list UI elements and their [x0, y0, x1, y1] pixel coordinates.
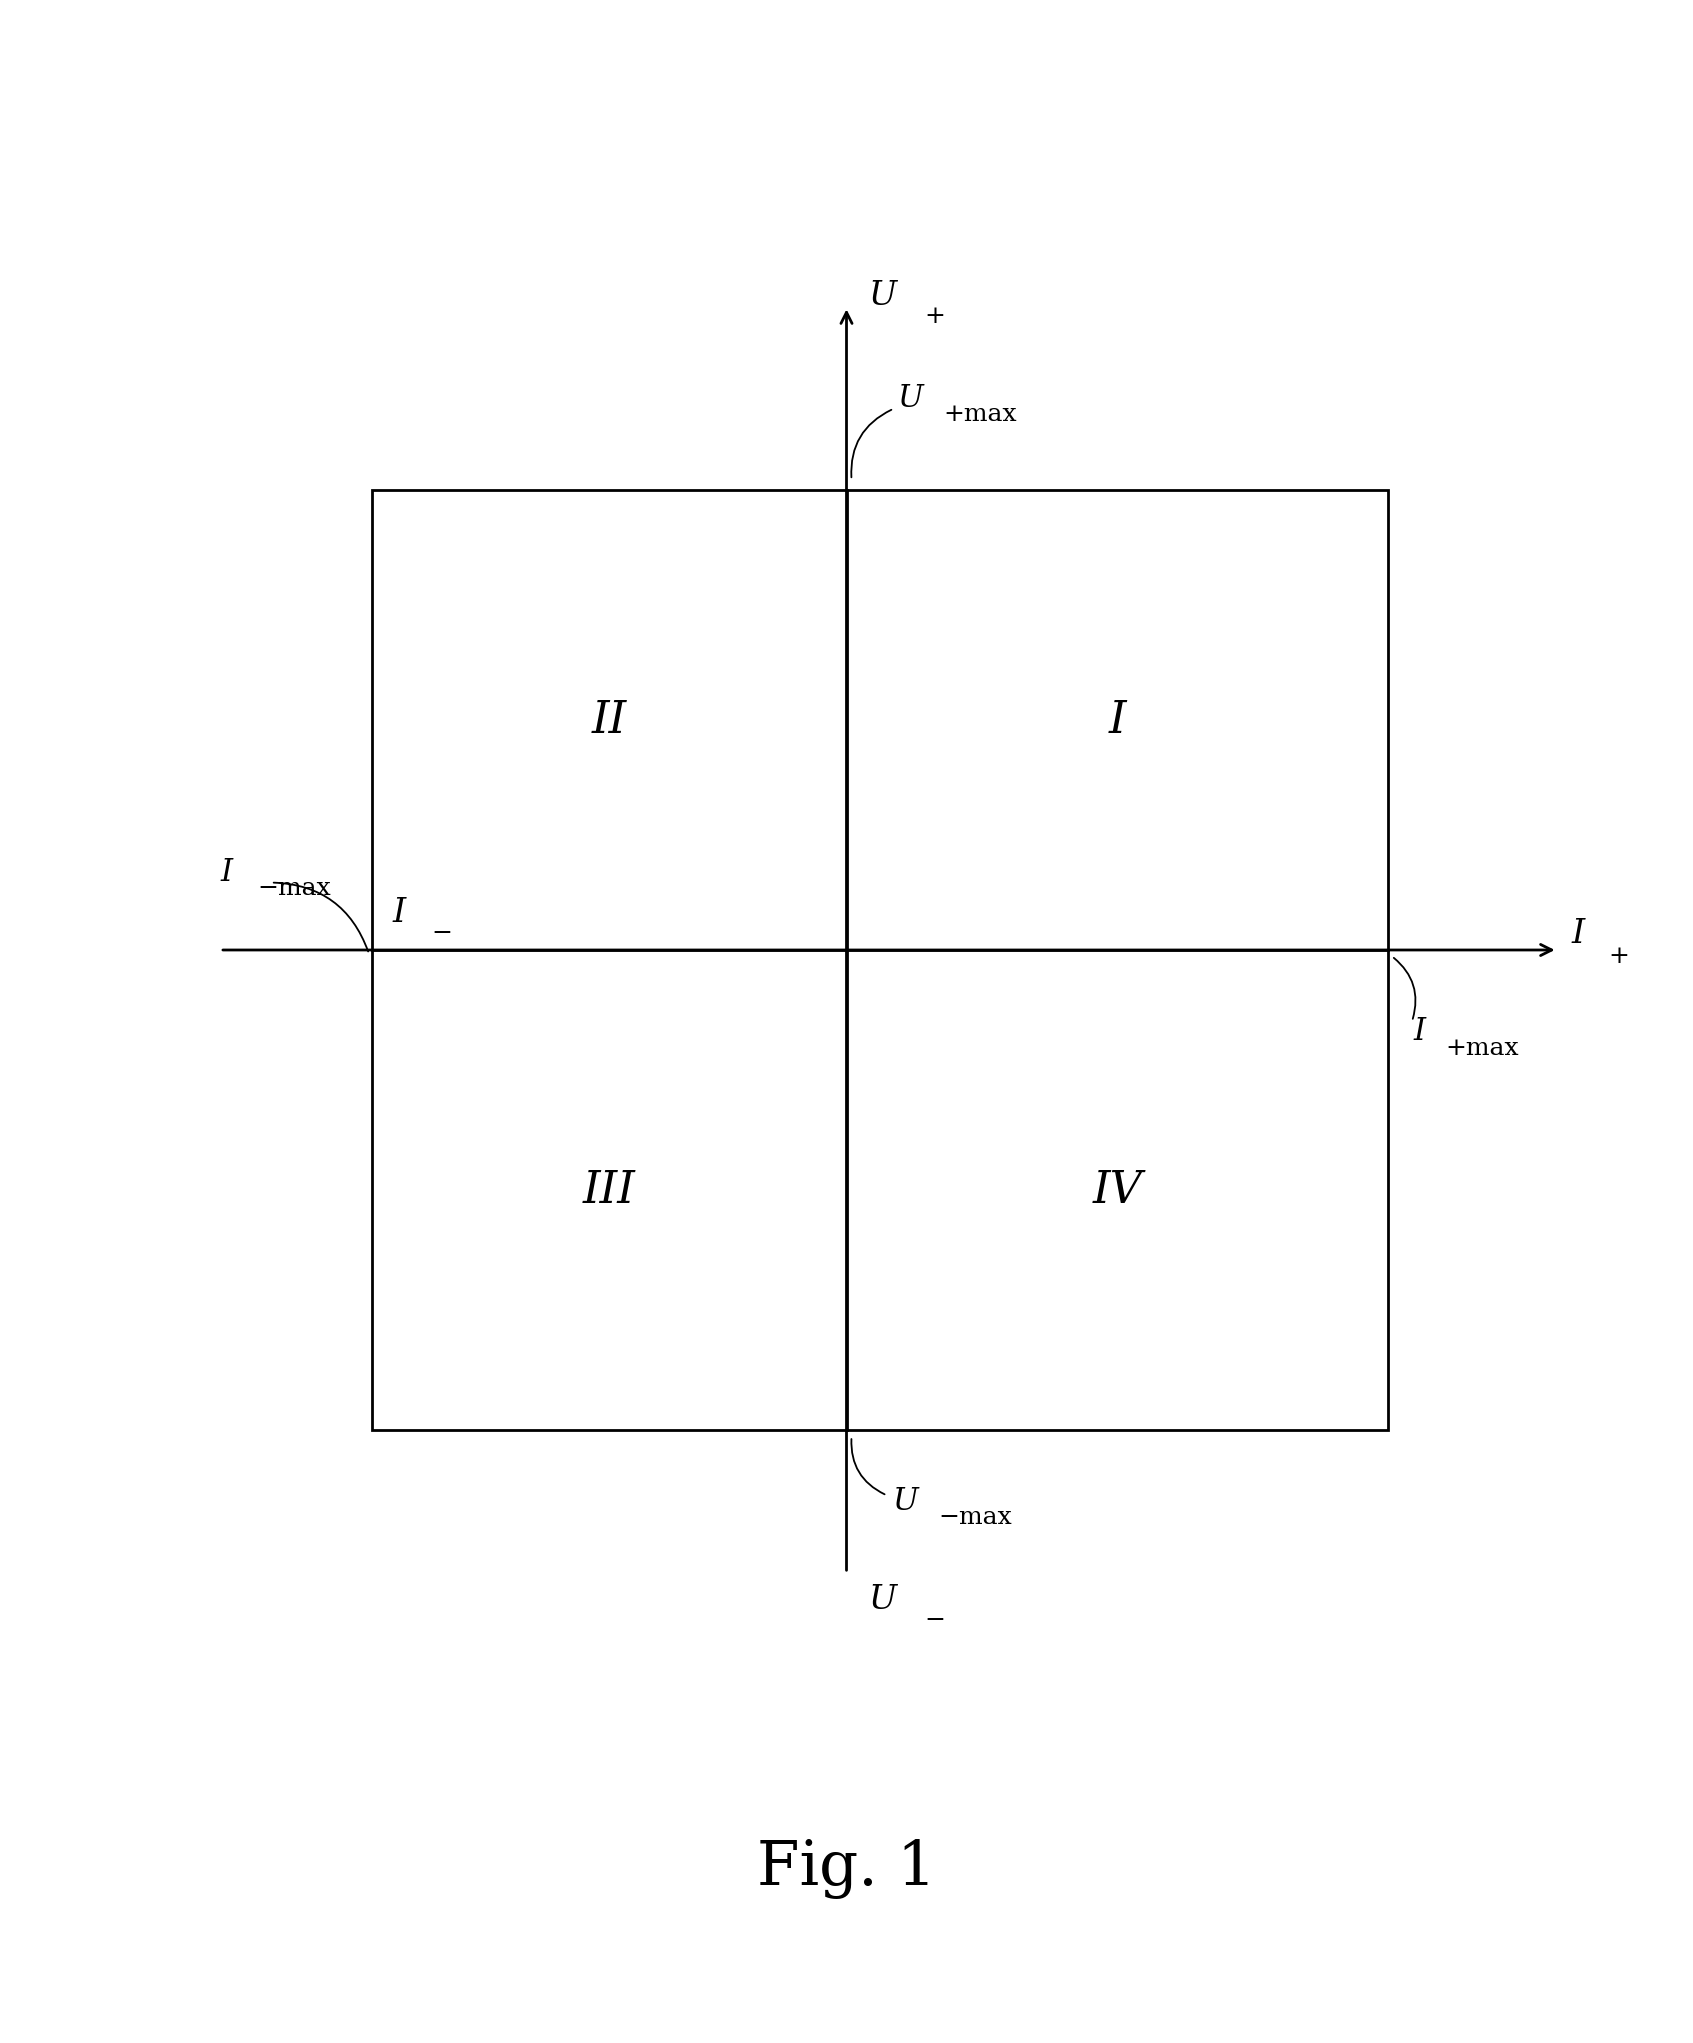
Text: Fig. 1: Fig. 1 — [757, 1839, 936, 1900]
Text: U: U — [869, 280, 897, 313]
Text: U: U — [897, 382, 923, 415]
Text: −: − — [924, 1608, 945, 1632]
Text: I: I — [1571, 917, 1585, 950]
Bar — [372, 490, 1388, 1430]
Text: +max: +max — [943, 402, 1016, 427]
Text: U: U — [892, 1485, 918, 1518]
Text: −max: −max — [257, 876, 330, 901]
Text: +max: +max — [1446, 1036, 1519, 1060]
Text: U: U — [869, 1583, 897, 1616]
Text: I: I — [220, 856, 232, 889]
Text: I: I — [393, 897, 406, 930]
Text: IV: IV — [1092, 1169, 1143, 1211]
Text: I: I — [1109, 699, 1126, 742]
Text: II: II — [593, 699, 626, 742]
Text: III: III — [582, 1169, 637, 1211]
Text: +: + — [924, 304, 945, 329]
Text: I: I — [1414, 1015, 1426, 1048]
Text: −max: −max — [938, 1506, 1011, 1530]
Text: +: + — [1608, 944, 1629, 968]
Text: −: − — [432, 921, 452, 946]
